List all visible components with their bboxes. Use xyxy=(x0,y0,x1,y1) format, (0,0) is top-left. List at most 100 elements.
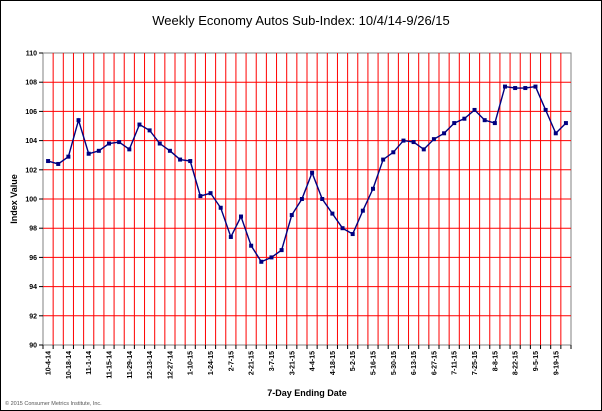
data-point xyxy=(269,255,274,260)
data-point xyxy=(56,161,61,166)
y-tick-label: 102 xyxy=(25,167,37,174)
series-line xyxy=(47,85,567,263)
data-point xyxy=(117,140,122,145)
x-tick-label: 3-7-15 xyxy=(269,351,276,371)
x-tick-label: 4-4-15 xyxy=(310,351,317,371)
data-point xyxy=(452,121,457,126)
data-point xyxy=(299,197,304,201)
data-point xyxy=(320,197,325,201)
data-point xyxy=(563,121,568,126)
data-point xyxy=(127,147,132,152)
y-tick-label: 98 xyxy=(29,226,37,233)
x-tick-label: 10-18-14 xyxy=(66,351,73,379)
data-point xyxy=(421,147,426,152)
data-point xyxy=(523,86,528,91)
x-tick-label: 10-4-14 xyxy=(46,351,53,375)
data-point xyxy=(76,118,81,123)
data-point xyxy=(411,140,416,145)
data-point xyxy=(167,148,172,153)
data-point xyxy=(279,248,284,253)
y-axis-label: Index Value xyxy=(9,174,19,224)
x-tick-label: 12-13-14 xyxy=(147,351,154,379)
data-point xyxy=(462,116,467,121)
y-axis-ticks: 90 92 94 96 98 100 102 104 106 108 110 xyxy=(25,51,43,350)
data-point xyxy=(188,159,193,164)
data-point xyxy=(66,154,71,159)
data-point xyxy=(492,121,497,126)
data-point xyxy=(543,107,548,112)
data-point xyxy=(371,186,375,191)
data-point xyxy=(208,191,213,196)
x-tick-label: 9-19-15 xyxy=(553,351,560,375)
data-point xyxy=(472,107,477,112)
data-point xyxy=(391,150,396,155)
data-point xyxy=(198,194,203,199)
data-point xyxy=(350,232,355,237)
data-series xyxy=(46,84,568,264)
data-point xyxy=(157,141,162,146)
data-point xyxy=(96,148,101,153)
x-tick-label: 5-2-15 xyxy=(350,351,357,371)
x-tick-label: 8-8-15 xyxy=(492,351,499,371)
data-point xyxy=(381,157,386,162)
y-tick-label: 92 xyxy=(29,313,37,320)
x-tick-label: 1-10-15 xyxy=(188,351,195,375)
data-point xyxy=(259,259,264,264)
data-point xyxy=(401,138,406,143)
y-tick-label: 104 xyxy=(25,138,37,145)
x-tick-label: 12-27-14 xyxy=(167,351,174,379)
data-point xyxy=(218,205,223,210)
y-tick-label: 90 xyxy=(29,343,37,350)
x-tick-label: 8-22-15 xyxy=(513,351,520,375)
data-point xyxy=(533,84,538,89)
x-tick-label: 5-16-15 xyxy=(371,351,378,375)
data-point xyxy=(137,122,142,127)
x-tick-label: 11-15-14 xyxy=(107,351,114,379)
x-tick-label: 1-24-15 xyxy=(208,351,215,375)
data-point xyxy=(482,118,487,123)
data-point xyxy=(289,213,294,218)
x-tick-label: 7-11-15 xyxy=(452,351,459,375)
data-point xyxy=(107,141,111,146)
data-point xyxy=(178,157,183,162)
data-point xyxy=(310,170,315,175)
y-tick-label: 106 xyxy=(25,109,37,116)
y-tick-label: 110 xyxy=(26,51,37,58)
x-axis-ticks: 10-4-14 10-18-14 11-1-14 11-15-14 11-29-14 12… xyxy=(42,345,572,379)
data-point xyxy=(147,128,152,133)
y-tick-label: 96 xyxy=(29,255,37,262)
x-tick-label: 6-27-15 xyxy=(431,351,438,375)
data-point xyxy=(330,211,335,216)
y-tick-label: 108 xyxy=(25,80,37,87)
x-tick-label: 2-7-15 xyxy=(228,351,235,371)
data-point xyxy=(86,151,91,156)
grid-lines xyxy=(43,53,571,345)
x-tick-label: 11-29-14 xyxy=(127,351,134,379)
x-tick-label: 9-5-15 xyxy=(533,351,540,371)
x-tick-label: 2-21-15 xyxy=(249,351,256,375)
x-tick-label: 6-13-15 xyxy=(411,351,418,375)
data-point xyxy=(442,131,447,136)
x-axis-label: 7-Day Ending Date xyxy=(267,388,347,398)
data-point xyxy=(239,214,243,219)
data-point xyxy=(360,208,365,213)
y-tick-label: 94 xyxy=(29,284,37,291)
data-point xyxy=(431,137,436,142)
data-point xyxy=(553,131,558,136)
data-point xyxy=(228,234,233,239)
x-tick-label: 7-25-15 xyxy=(472,351,479,375)
data-point xyxy=(513,86,518,91)
x-tick-label: 4-18-15 xyxy=(330,351,337,375)
x-tick-label: 5-30-15 xyxy=(391,351,398,375)
data-point xyxy=(503,84,507,89)
x-tick-label: 11-1-14 xyxy=(86,351,93,375)
copyright-text: © 2015 Consumer Metrics Institute, Inc. xyxy=(5,400,102,407)
x-tick-label: 3-21-15 xyxy=(289,351,296,375)
data-point xyxy=(249,243,254,248)
data-point xyxy=(340,226,345,231)
y-tick-label: 100 xyxy=(25,197,37,204)
data-point xyxy=(46,159,51,164)
chart-title: Weekly Economy Autos Sub-Index: 10/4/14-… xyxy=(152,13,450,28)
